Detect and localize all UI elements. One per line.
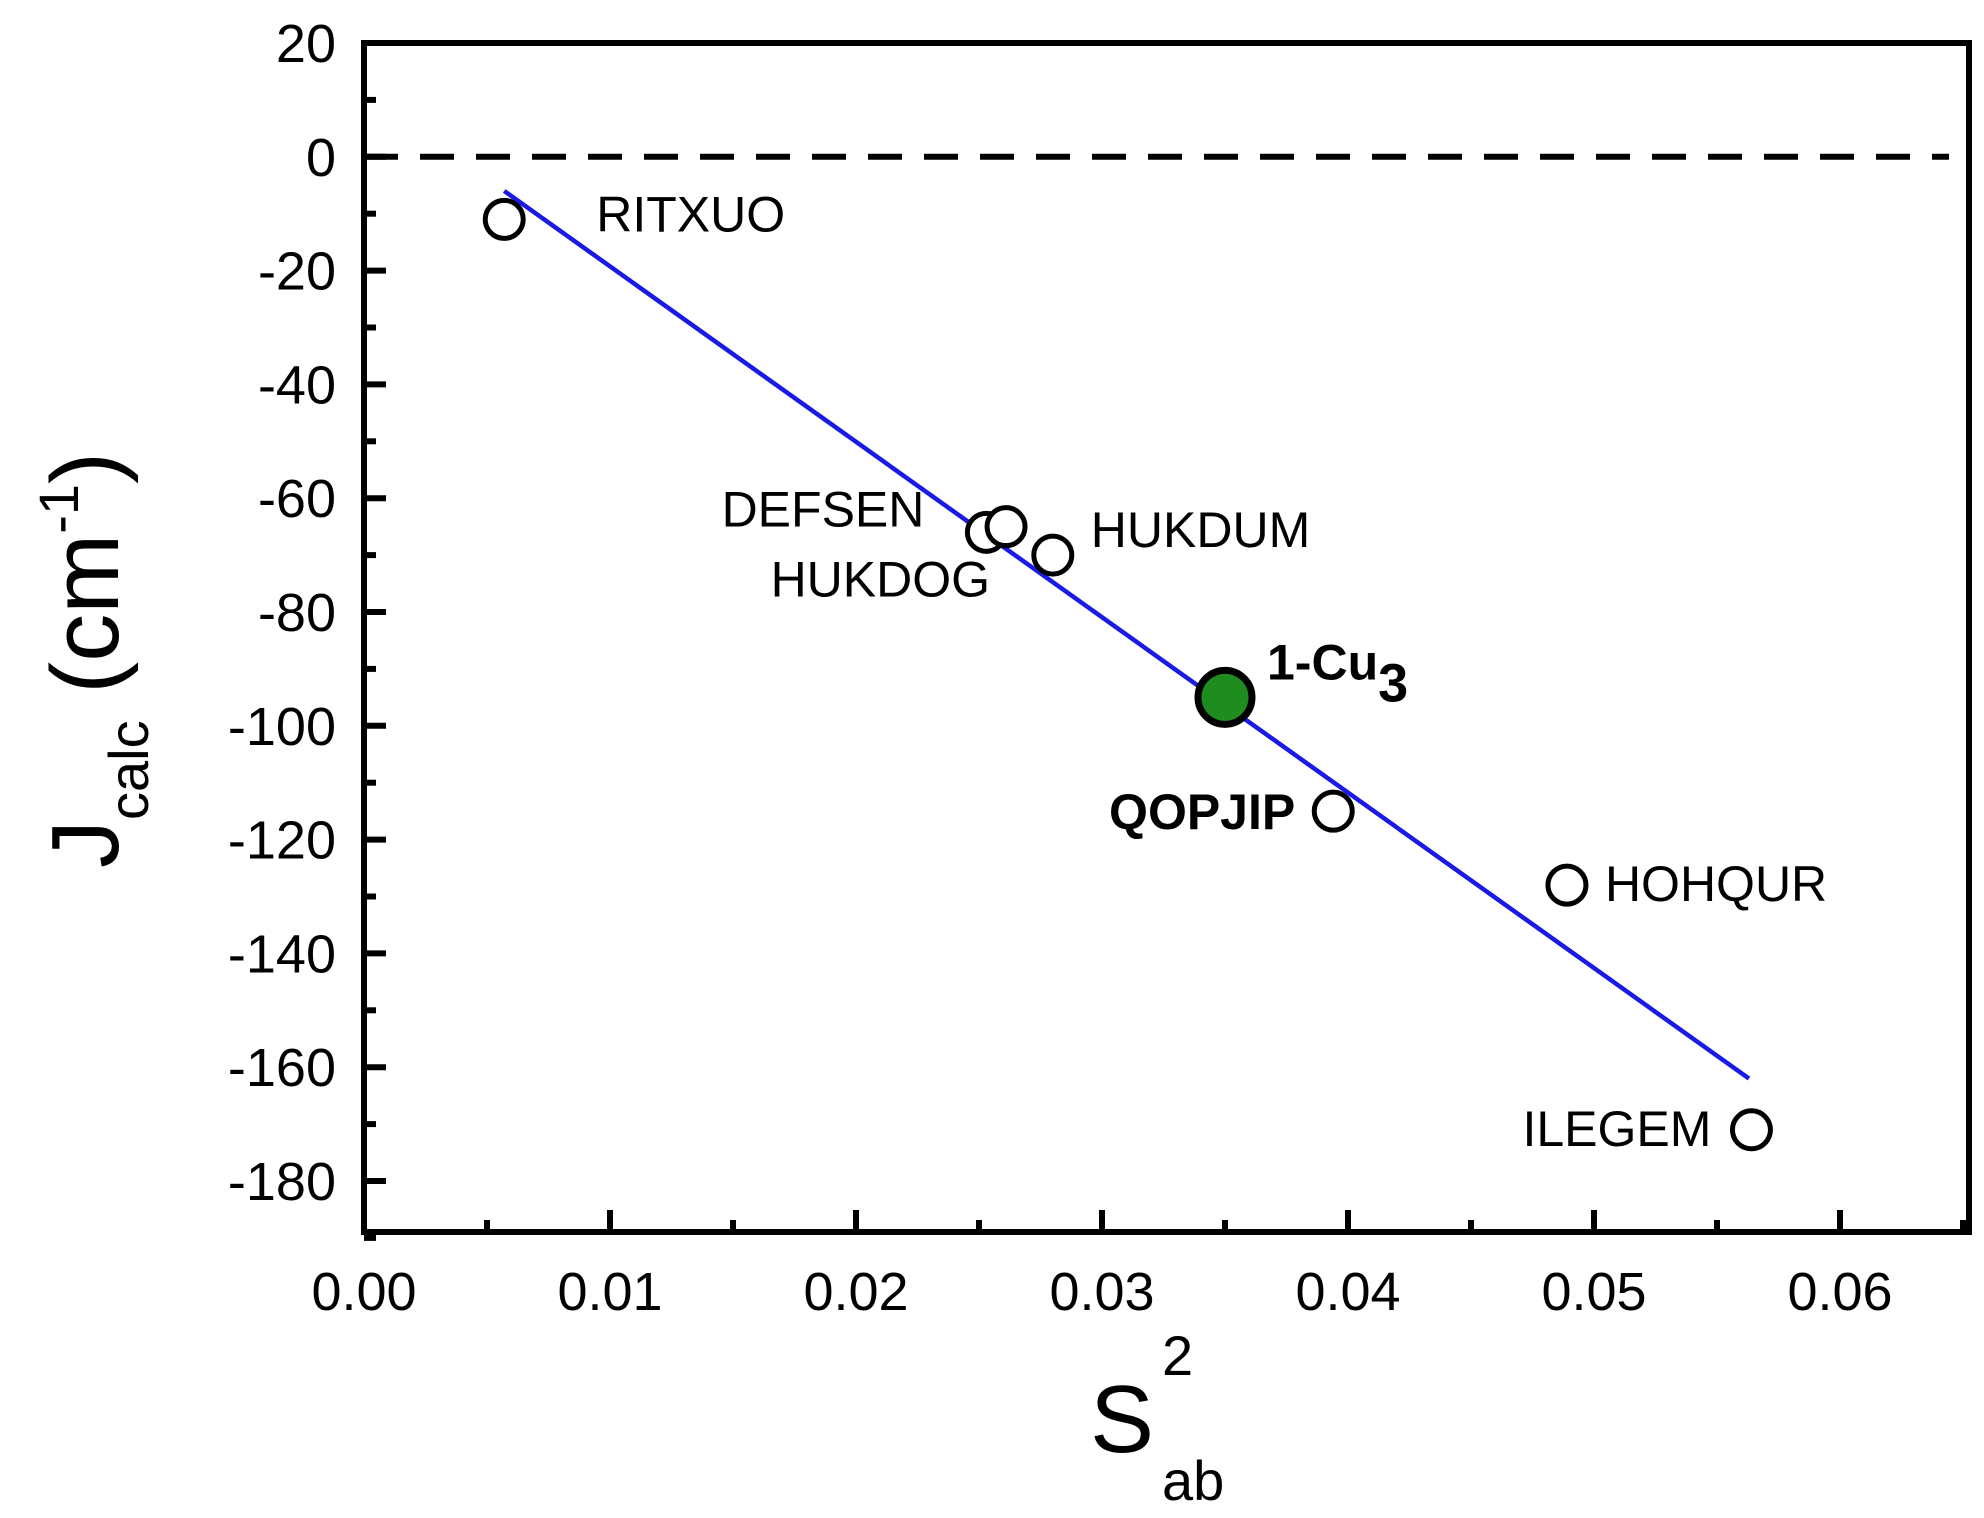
x-axis-title: S: [1090, 1366, 1154, 1473]
data-point: [1311, 789, 1355, 833]
x-axis-title-main: S: [1090, 1366, 1154, 1473]
data-point: [1729, 1108, 1773, 1152]
y-axis-title-unit-sup: -1: [27, 484, 90, 534]
y-tick-label: -60: [258, 469, 336, 529]
point-label: ILEGEM: [1522, 1101, 1711, 1157]
data-points: [482, 197, 1773, 1152]
x-tick-label: 0.04: [1295, 1262, 1400, 1322]
y-tick-label: -100: [228, 697, 336, 757]
y-axis-title-unit-open: (cm: [32, 534, 139, 721]
point-label: 1-Cu3: [1267, 634, 1408, 713]
y-tick-label: 20: [276, 14, 336, 74]
data-point-filled: [1194, 666, 1256, 728]
y-tick-label: -120: [228, 811, 336, 871]
data-point: [1545, 863, 1589, 907]
data-point: [984, 505, 1028, 549]
fit-line: [502, 189, 1751, 1081]
x-axis-title-sup: 2: [1162, 1324, 1193, 1387]
y-axis-title-sub: calc: [97, 720, 160, 820]
y-tick-label: -180: [228, 1152, 336, 1212]
y-axis-title: Jcalc (cm-1): [27, 452, 160, 868]
data-point: [1031, 533, 1075, 577]
x-tick-label: 0.05: [1541, 1262, 1646, 1322]
x-tick-label: 0.06: [1787, 1262, 1892, 1322]
point-label: DEFSEN: [722, 481, 925, 537]
plot-frame: [361, 40, 1972, 1235]
y-axis-title-unit-close: ): [32, 452, 139, 484]
x-axis-title-sub: ab: [1162, 1449, 1224, 1512]
point-label: HUKDUM: [1091, 502, 1310, 558]
lines: [364, 153, 1949, 1081]
y-tick-label: -80: [258, 583, 336, 643]
point-label: RITXUO: [596, 186, 785, 242]
x-tick-label: 0.03: [1049, 1262, 1154, 1322]
data-point: [482, 197, 526, 241]
y-tick-label: -20: [258, 242, 336, 302]
svg-text:Jcalc (cm-1): Jcalc (cm-1): [27, 452, 160, 868]
axis-ticks: 0.00 0.01 0.02 0.03 0.04 0.05 0.06 20 0 -20 -40 -60…: [228, 14, 1966, 1322]
x-tick-label: 0.02: [803, 1262, 908, 1322]
x-tick-label: 0.01: [557, 1262, 662, 1322]
y-tick-label: -40: [258, 355, 336, 415]
point-label: HUKDOG: [771, 552, 990, 608]
y-axis-title-main: J: [32, 820, 139, 868]
x-tick-label: 0.00: [311, 1262, 416, 1322]
point-label: HOHQUR: [1605, 856, 1827, 912]
y-tick-label: 0: [306, 128, 336, 188]
point-label: QOPJIP: [1109, 784, 1295, 840]
y-tick-label: -160: [228, 1038, 336, 1098]
point-labels: RITXUO DEFSEN HUKDOG HUKDUM 1-Cu3 QOPJIP HOHQU…: [596, 186, 1827, 1156]
y-tick-label: -140: [228, 924, 336, 984]
